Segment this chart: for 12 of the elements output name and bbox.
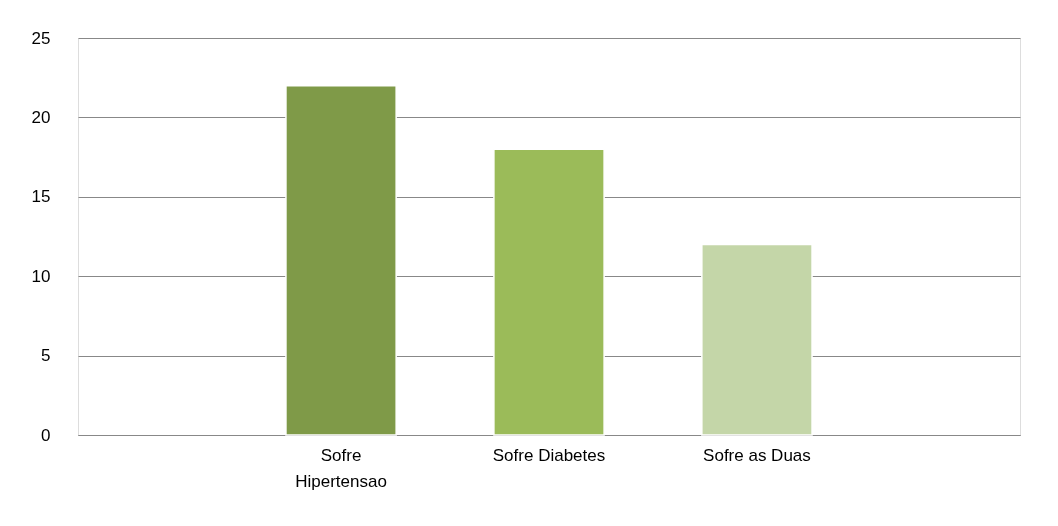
bar [285, 84, 397, 436]
y-tick-label: 15 [31, 187, 51, 207]
bar [493, 148, 605, 436]
y-tick-label: 25 [31, 28, 51, 48]
x-tick-label: Sofre Hipertensao [295, 445, 387, 491]
x-tick-label: Sofre as Duas [703, 445, 811, 465]
y-tick-label: 5 [41, 346, 51, 366]
y-tick-label: 20 [31, 107, 51, 127]
bar [701, 243, 813, 436]
y-tick-label: 0 [41, 425, 51, 445]
x-tick-label: Sofre Diabetes [492, 445, 606, 465]
y-tick-label: 10 [31, 266, 51, 286]
